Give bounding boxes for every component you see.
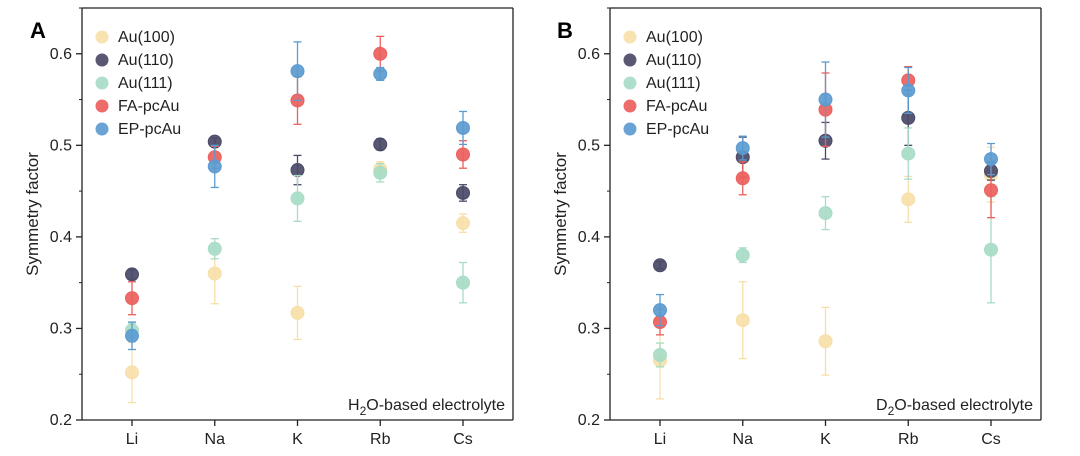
x-tick-label-na: Na xyxy=(733,431,754,448)
legend-marker xyxy=(95,122,109,136)
data-point-k xyxy=(290,305,305,320)
legend-label: Au(110) xyxy=(646,52,702,69)
data-point-li xyxy=(125,328,139,343)
data-point-cs xyxy=(456,185,470,200)
series-au-100- xyxy=(653,146,998,400)
legend-marker xyxy=(623,99,637,113)
data-point-cs xyxy=(984,183,998,198)
x-tick-label-cs: Cs xyxy=(453,431,473,448)
legend-label: Au(110) xyxy=(118,52,174,69)
data-point-rb xyxy=(373,137,388,152)
data-point-cs xyxy=(456,275,470,290)
y-tick-label: 0.2 xyxy=(50,412,72,429)
data-point-rb xyxy=(373,66,388,81)
data-point-cs xyxy=(456,147,470,162)
x-tick-label-rb: Rb xyxy=(370,431,391,448)
data-point-cs xyxy=(456,216,470,231)
x-tick-label-na: Na xyxy=(205,431,226,448)
data-point-li xyxy=(125,291,139,306)
legend-label: Au(100) xyxy=(646,29,703,46)
data-point-li xyxy=(653,303,667,318)
y-tick-label: 0.5 xyxy=(578,137,600,154)
data-point-li xyxy=(125,267,139,282)
legend-marker xyxy=(95,99,109,113)
panel-label: A xyxy=(30,18,46,43)
legend-label: FA-pcAu xyxy=(118,98,179,115)
legend-marker xyxy=(623,122,637,136)
data-point-cs xyxy=(984,152,998,167)
y-tick-label: 0.4 xyxy=(50,229,72,246)
data-point-na xyxy=(207,266,222,281)
x-tick-label-cs: Cs xyxy=(981,431,1001,448)
y-tick-label: 0.6 xyxy=(578,46,600,63)
data-point-na xyxy=(735,248,750,263)
legend-label: EP-pcAu xyxy=(118,121,181,138)
panel-label: B xyxy=(557,18,573,43)
data-point-cs xyxy=(456,120,470,135)
data-point-li xyxy=(653,258,667,273)
y-tick-label: 0.3 xyxy=(578,320,600,337)
data-point-li xyxy=(125,365,139,380)
data-point-k xyxy=(290,64,305,79)
y-tick-label: 0.3 xyxy=(50,320,72,337)
data-point-rb xyxy=(373,46,388,61)
x-tick-label-k: K xyxy=(820,431,831,448)
y-tick-label: 0.5 xyxy=(50,137,72,154)
data-point-na xyxy=(735,141,750,156)
legend-label: Au(111) xyxy=(646,75,701,92)
legend-marker xyxy=(623,30,637,44)
series-au-111- xyxy=(653,127,998,368)
legend-label: FA-pcAu xyxy=(646,98,707,115)
data-point-k xyxy=(818,206,833,221)
legend-marker xyxy=(95,53,109,67)
x-tick-label-k: K xyxy=(292,431,303,448)
y-axis-title: Symmetry factor xyxy=(551,152,570,276)
data-point-li xyxy=(653,347,667,362)
legend-marker xyxy=(95,76,109,90)
legend-marker xyxy=(95,30,109,44)
data-point-na xyxy=(207,159,222,174)
series-ep-pcau xyxy=(653,61,998,327)
legend-marker xyxy=(623,53,637,67)
electrolyte-annotation: H2O-based electrolyte xyxy=(348,397,505,418)
x-tick-label-li: Li xyxy=(126,431,138,448)
data-point-k xyxy=(818,334,833,349)
y-axis-title: Symmetry factor xyxy=(23,152,42,276)
legend-label: Au(100) xyxy=(118,29,175,46)
data-point-rb xyxy=(901,83,916,98)
y-tick-label: 0.6 xyxy=(50,46,72,63)
x-tick-label-rb: Rb xyxy=(898,431,919,448)
legend: Au(100) Au(110) Au(111) FA-pcAu EP-pcAu xyxy=(623,29,709,138)
data-point-na xyxy=(735,313,750,328)
series-ep-pcau xyxy=(125,41,470,351)
data-point-na xyxy=(207,241,222,256)
data-point-rb xyxy=(901,146,916,161)
data-point-k xyxy=(290,191,305,206)
y-tick-label: 0.4 xyxy=(578,229,600,246)
chart-panel-B: 0.2 0.3 0.4 0.5 0.6 Li Na K Rb Cs Symmetry factor B… xyxy=(551,7,1042,448)
data-point-cs xyxy=(984,242,998,257)
x-tick-label-li: Li xyxy=(654,431,666,448)
data-point-rb xyxy=(901,192,916,207)
legend-label: Au(111) xyxy=(118,75,173,92)
data-point-na xyxy=(735,171,750,186)
legend: Au(100) Au(110) Au(111) FA-pcAu EP-pcAu xyxy=(95,29,181,138)
data-point-k xyxy=(818,92,833,107)
legend-marker xyxy=(623,76,637,90)
electrolyte-annotation: D2O-based electrolyte xyxy=(876,397,1033,418)
legend-label: EP-pcAu xyxy=(646,121,709,138)
data-point-rb xyxy=(373,165,388,180)
y-tick-label: 0.2 xyxy=(578,412,600,429)
chart-panel-A: 0.2 0.3 0.4 0.5 0.6 Li Na K Rb Cs Symmetry factor A… xyxy=(23,7,514,448)
data-point-k xyxy=(290,163,305,178)
